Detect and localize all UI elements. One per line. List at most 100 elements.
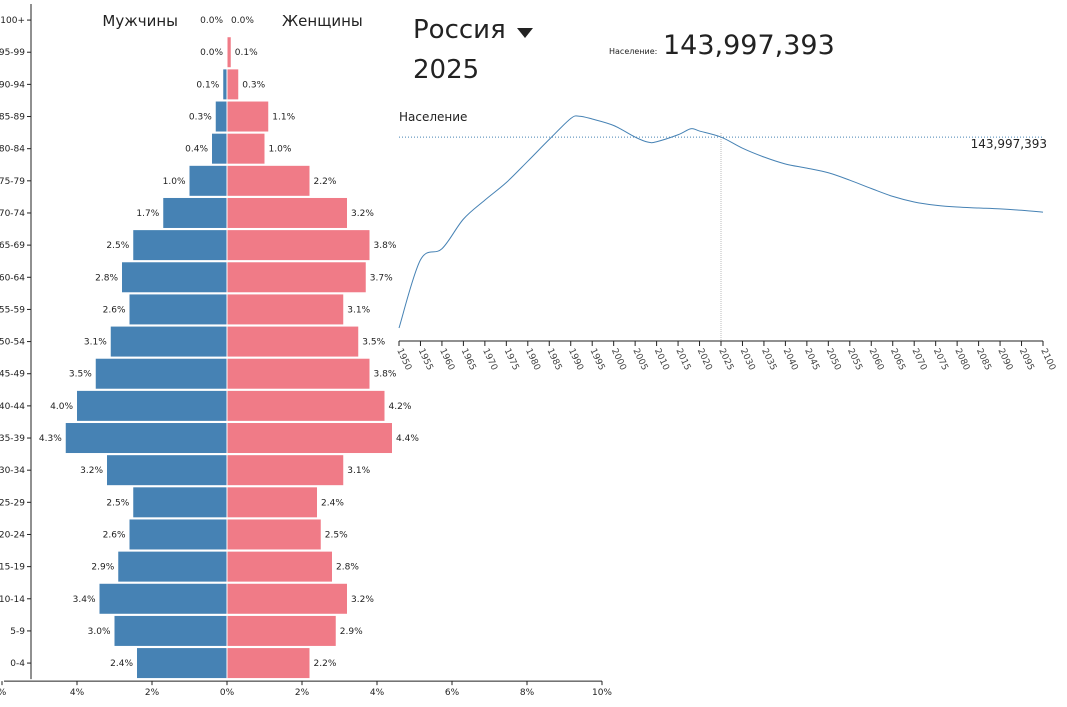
female-value-label: 3.8% bbox=[374, 370, 397, 380]
line-x-tick-label: 2050 bbox=[824, 347, 843, 372]
female-value-label: 4.4% bbox=[396, 434, 419, 444]
female-bar[interactable] bbox=[227, 423, 392, 454]
x-tick-label: 6% bbox=[445, 688, 460, 698]
line-x-tick-label: 2040 bbox=[781, 347, 800, 372]
female-value-label: 2.8% bbox=[336, 563, 359, 573]
female-bar[interactable] bbox=[227, 37, 231, 68]
female-bar[interactable] bbox=[227, 197, 347, 228]
male-value-label: 2.9% bbox=[91, 563, 114, 573]
line-x-tick-label: 2035 bbox=[759, 347, 778, 372]
male-bar[interactable] bbox=[129, 294, 228, 325]
male-bar[interactable] bbox=[189, 165, 228, 196]
line-x-tick-label: 2055 bbox=[845, 347, 864, 372]
male-bar[interactable] bbox=[122, 262, 227, 293]
year-label: 2025 bbox=[413, 55, 479, 85]
female-value-label: 3.8% bbox=[374, 241, 397, 251]
female-bar[interactable] bbox=[227, 551, 332, 582]
male-bar[interactable] bbox=[137, 648, 227, 679]
female-value-label: 2.2% bbox=[314, 659, 337, 669]
line-x-tick-label: 1990 bbox=[566, 347, 585, 372]
female-value-label: 2.4% bbox=[321, 498, 344, 508]
male-bar[interactable] bbox=[65, 423, 227, 454]
female-value-label: 2.2% bbox=[314, 177, 337, 187]
female-bar[interactable] bbox=[227, 101, 269, 132]
population-line-chart: Население 143,997,393 1950 1955 1960 1965 19… bbox=[394, 110, 1057, 372]
pyramid-x-axis: % 4% 2% 0% 2% 4% 6% 8% 10% bbox=[0, 680, 612, 698]
female-value-label: 0.3% bbox=[242, 80, 265, 90]
female-bar[interactable] bbox=[227, 165, 310, 196]
male-bar[interactable] bbox=[107, 455, 227, 486]
male-header: Мужчины bbox=[102, 12, 178, 30]
line-x-tick-label: 2000 bbox=[609, 347, 628, 372]
male-bar[interactable] bbox=[215, 101, 227, 132]
x-tick-label: 8% bbox=[520, 688, 535, 698]
male-value-label: 2.4% bbox=[110, 659, 133, 669]
female-bar[interactable] bbox=[227, 262, 366, 293]
x-tick-label: 10% bbox=[592, 688, 612, 698]
dropdown-caret-icon[interactable] bbox=[517, 28, 533, 38]
male-bar[interactable] bbox=[99, 583, 228, 614]
male-bar[interactable] bbox=[212, 133, 227, 164]
female-value-label: 4.2% bbox=[389, 402, 412, 412]
male-value-label: 3.0% bbox=[88, 627, 111, 637]
male-bar[interactable] bbox=[118, 551, 227, 582]
male-value-label: 3.5% bbox=[69, 370, 92, 380]
female-bar[interactable] bbox=[227, 230, 370, 261]
male-bar[interactable] bbox=[133, 487, 227, 518]
male-value-label: 2.5% bbox=[106, 241, 129, 251]
line-x-tick-label: 1985 bbox=[545, 347, 564, 372]
age-group-label: 95-99 bbox=[0, 48, 25, 58]
line-x-tick-label: 2075 bbox=[931, 347, 950, 372]
line-x-tick-label: 2095 bbox=[1017, 347, 1036, 372]
female-bar[interactable] bbox=[227, 583, 347, 614]
female-bar[interactable] bbox=[227, 648, 310, 679]
male-value-label: 3.1% bbox=[84, 338, 107, 348]
country-title[interactable]: Россия bbox=[413, 15, 506, 45]
female-bar[interactable] bbox=[227, 326, 359, 357]
female-bar[interactable] bbox=[227, 390, 385, 421]
male-value-label: 3.4% bbox=[73, 595, 96, 605]
line-x-tick-label: 2010 bbox=[652, 347, 671, 372]
age-group-label: 5-9 bbox=[10, 627, 25, 637]
male-bar[interactable] bbox=[114, 615, 228, 646]
female-value-label: 3.1% bbox=[347, 305, 370, 315]
male-bar[interactable] bbox=[129, 519, 228, 550]
female-value-label: 1.0% bbox=[269, 145, 292, 155]
male-bar[interactable] bbox=[223, 69, 227, 100]
line-x-tick-label: 2100 bbox=[1038, 347, 1057, 372]
line-x-tick-label: 1950 bbox=[394, 347, 413, 372]
age-group-label: 30-34 bbox=[0, 466, 25, 476]
population-series-line[interactable] bbox=[398, 115, 1044, 329]
male-bar[interactable] bbox=[163, 197, 227, 228]
line-x-tick-label: 2045 bbox=[802, 347, 821, 372]
male-value-label: 2.8% bbox=[95, 273, 118, 283]
age-group-label: 40-44 bbox=[0, 402, 25, 412]
male-bar[interactable] bbox=[110, 326, 227, 357]
male-bar[interactable] bbox=[133, 230, 227, 261]
line-chart-title: Население bbox=[399, 110, 467, 124]
female-bar[interactable] bbox=[227, 519, 321, 550]
x-tick-label: 2% bbox=[295, 688, 310, 698]
female-bar[interactable] bbox=[227, 487, 317, 518]
female-value-label: 3.2% bbox=[351, 595, 374, 605]
age-group-label: 35-39 bbox=[0, 434, 25, 444]
female-bar[interactable] bbox=[227, 294, 344, 325]
age-group-label: 45-49 bbox=[0, 370, 25, 380]
age-group-label: 60-64 bbox=[0, 273, 25, 283]
female-bar[interactable] bbox=[227, 455, 344, 486]
female-bar[interactable] bbox=[227, 615, 336, 646]
age-group-label: 20-24 bbox=[0, 530, 25, 540]
male-bar[interactable] bbox=[77, 390, 227, 421]
population-value: 143,997,393 bbox=[663, 30, 835, 61]
line-x-tick-label: 2070 bbox=[909, 347, 928, 372]
female-bar[interactable] bbox=[227, 133, 265, 164]
female-value-label: 0.1% bbox=[235, 48, 258, 58]
female-bar[interactable] bbox=[227, 69, 239, 100]
line-x-tick-label: 1955 bbox=[416, 347, 435, 372]
line-x-tick-label: 2080 bbox=[952, 347, 971, 372]
marker-value-label: 143,997,393 bbox=[971, 137, 1047, 151]
male-bar[interactable] bbox=[95, 358, 227, 389]
female-bar[interactable] bbox=[227, 358, 370, 389]
male-value-label: 1.7% bbox=[136, 209, 159, 219]
